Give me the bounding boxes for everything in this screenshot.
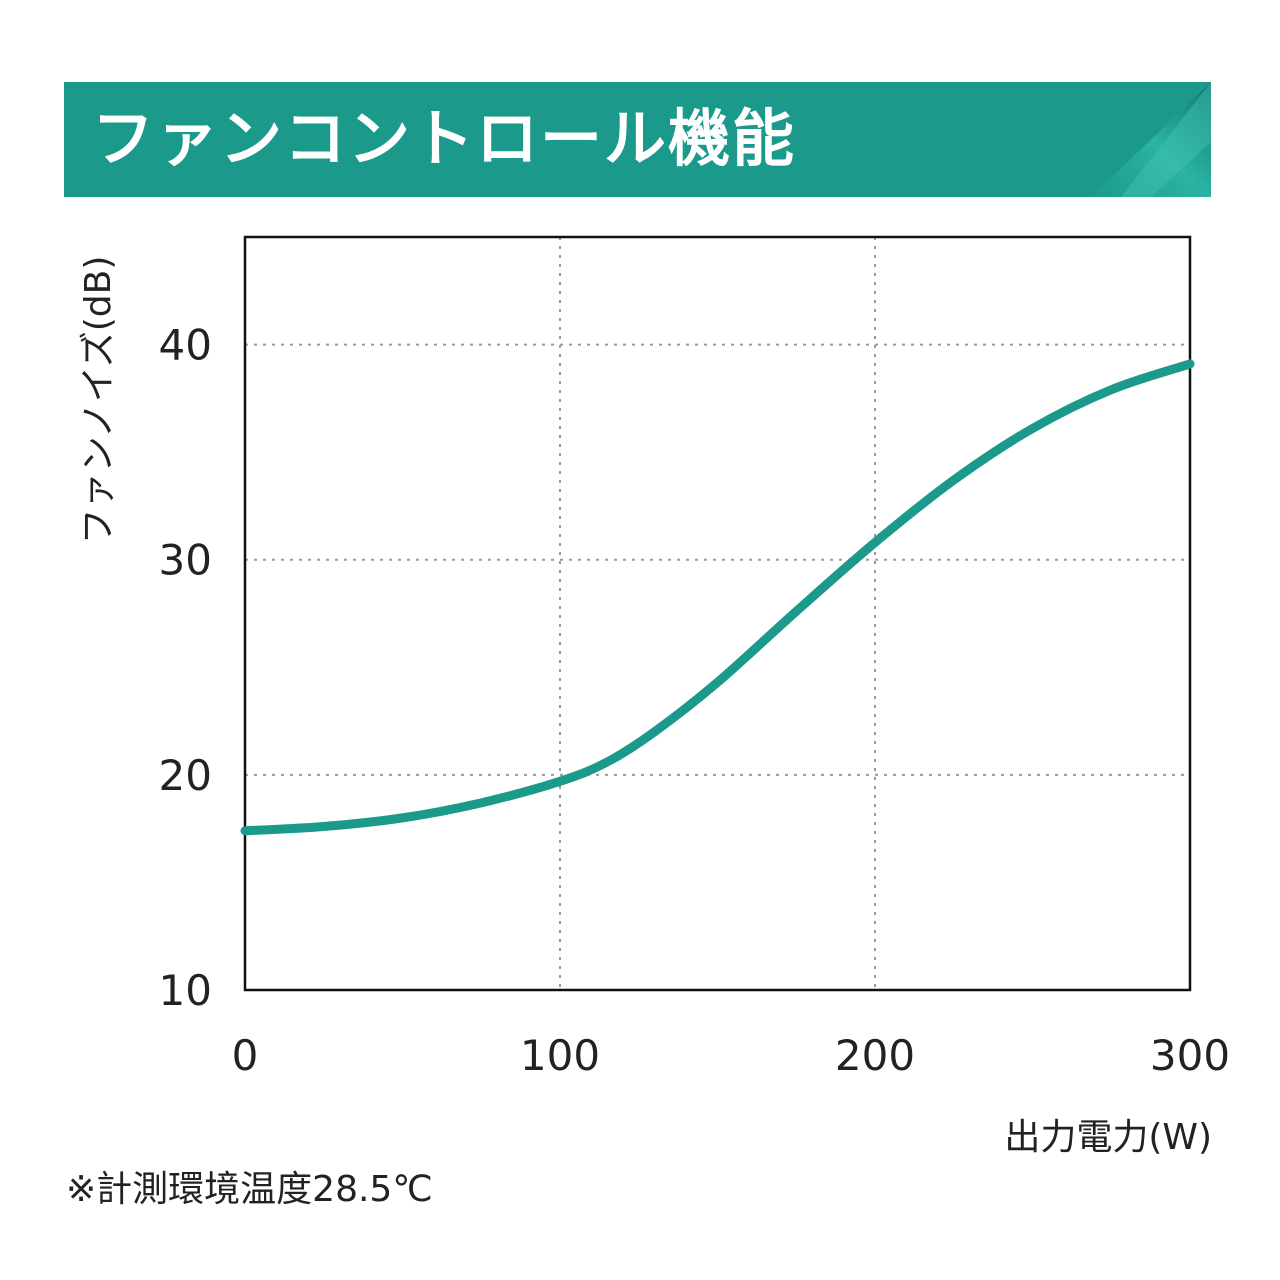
footnote: ※計測環境温度28.5℃ — [66, 1169, 433, 1210]
y-tick-label: 30 — [159, 536, 212, 585]
y-tick-labels: 10 20 30 40 — [159, 321, 212, 1015]
y-tick-label: 40 — [159, 321, 212, 370]
x-tick-label: 200 — [835, 1031, 915, 1080]
y-tick-label: 20 — [159, 751, 212, 800]
x-tick-labels: 0 100 200 300 — [232, 1031, 1230, 1080]
x-axis-label: 出力電力(W) — [1004, 1117, 1212, 1158]
x-tick-label: 300 — [1150, 1031, 1230, 1080]
y-tick-label: 10 — [159, 966, 212, 1015]
plot-frame — [243, 235, 1192, 992]
banner-accent-shape — [1091, 82, 1211, 197]
title-banner: ファンコントロール機能 — [64, 82, 1211, 197]
grid-lines — [245, 237, 1190, 990]
x-tick-label: 100 — [520, 1031, 600, 1080]
series-line — [240, 359, 1195, 836]
y-axis-label: ファンノイズ(dB) — [78, 255, 119, 545]
chart-title: ファンコントロール機能 — [92, 102, 797, 175]
x-tick-label: 0 — [232, 1031, 259, 1080]
